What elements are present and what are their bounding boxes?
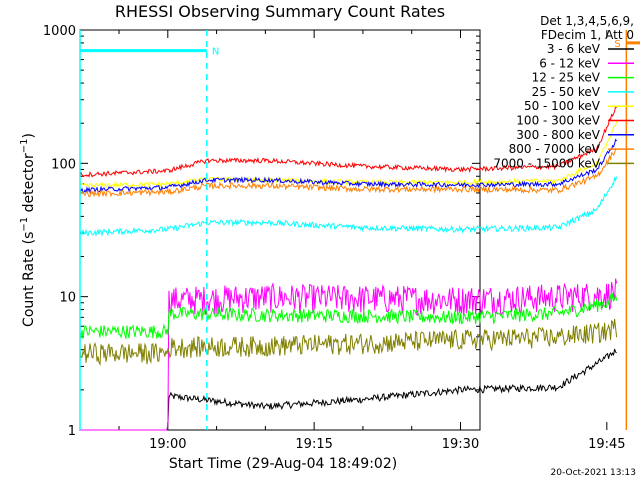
legend-label: 300 - 800 keV [516,128,600,142]
chart-title: RHESSI Observing Summary Count Rates [115,2,445,21]
legend-header-line-1: Det 1,3,4,5,6,9, [540,14,634,28]
series-12-25-kev [79,293,618,339]
x-tick-label: 19:15 [295,437,332,452]
y-axis-label: Count Rate (s−1 detector−1) [19,133,37,327]
x-axis-label: Start Time (29-Aug-04 18:49:02) [169,456,397,472]
series-6-12-kev [80,278,618,431]
legend-label: 3 - 6 keV [547,42,601,56]
mode-label: S [614,39,620,50]
footer-date: 20-Oct-2021 13:13 [551,468,636,478]
legend-label: 12 - 25 keV [532,71,601,85]
legend-label: 6 - 12 keV [539,56,601,70]
series-line [80,348,617,431]
mode-label: N [212,47,219,58]
legend-label: 7000 - 15000 keV [493,156,600,170]
y-tick-label: 100 [51,157,76,172]
x-tick-label: 19:45 [588,437,625,452]
mode-annotation: S [614,30,640,430]
legend: Det 1,3,4,5,6,9, FDecim 1, Att 0 3 - 6 k… [493,14,634,170]
series-300-800-kev [79,138,617,194]
legend-header-line-2: FDecim 1, Att 0 [541,28,634,42]
legend-label: 800 - 7000 keV [509,142,601,156]
series-line [79,293,618,339]
x-tick-label: 19:00 [149,437,186,452]
y-axis-label-group: Count Rate (s−1 detector−1) [19,133,37,327]
series-line [79,120,618,190]
legend-label: 25 - 50 keV [532,85,601,99]
y-axis: 1 10 100 1000 [43,24,480,439]
y-tick-label: 1000 [43,24,76,39]
mode-annotation: N [79,30,219,430]
y-tick-label: 1 [68,424,76,439]
series-7000-15000-kev [79,318,618,367]
annotation-layer: NS [79,30,640,430]
series-800-7000-kev [79,147,617,198]
series-line [80,176,618,237]
x-tick-label: 19:30 [442,437,479,452]
series-line [79,105,617,178]
series-50-100-kev [79,120,618,190]
legend-label: 100 - 300 keV [516,114,600,128]
series-100-300-kev [79,105,617,178]
series-25-50-kev [80,176,618,237]
legend-label: 50 - 100 keV [524,99,601,113]
y-tick-label: 10 [59,291,76,306]
series-3-6-kev [80,348,617,431]
series-layer [79,105,618,431]
series-line [79,318,618,367]
series-line [80,278,618,431]
series-line [79,138,617,194]
series-line [79,147,617,198]
